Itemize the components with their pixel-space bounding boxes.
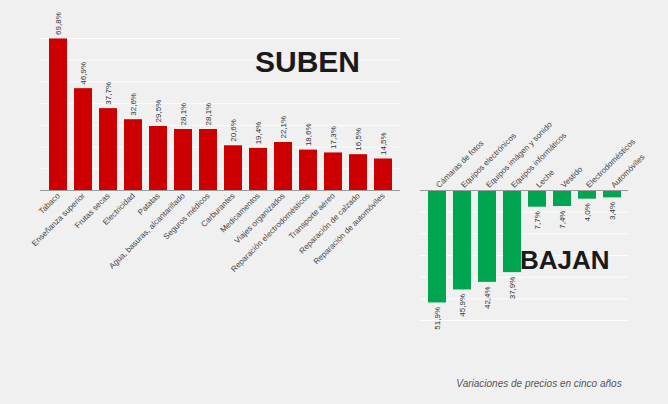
svg-text:7,4%: 7,4% xyxy=(558,211,567,229)
svg-text:28,1%: 28,1% xyxy=(204,103,213,126)
svg-text:Frutas secas: Frutas secas xyxy=(73,191,112,231)
svg-text:Viajes organizados: Viajes organizados xyxy=(232,191,287,246)
svg-text:Vestido: Vestido xyxy=(559,164,584,189)
svg-text:45,9%: 45,9% xyxy=(458,294,467,317)
svg-text:51,9%: 51,9% xyxy=(433,307,442,330)
html-text:Variaciones de precios en cinc: Variaciones de precios en cinco años xyxy=(456,378,622,389)
svg-text:Automóviles: Automóviles xyxy=(609,153,646,190)
svg-text:Agua, basuras, alcantarillado: Agua, basuras, alcantarillado xyxy=(107,191,187,271)
svg-text:Cámaras de fotos: Cámaras de fotos xyxy=(434,138,486,190)
svg-text:7,7%: 7,7% xyxy=(533,211,542,229)
svg-text:37,9%: 37,9% xyxy=(508,277,517,300)
svg-text:Carburantes: Carburantes xyxy=(199,191,237,229)
svg-text:Tabaco: Tabaco xyxy=(37,191,62,216)
svg-text:Reparación electrodomésticos: Reparación electrodomésticos xyxy=(229,191,312,274)
svg-text:Seguros médicos: Seguros médicos xyxy=(161,191,212,242)
svg-text:3,4%: 3,4% xyxy=(608,202,617,220)
svg-text:Reparación de automóviles: Reparación de automóviles xyxy=(312,191,387,266)
svg-text:Electricidad: Electricidad xyxy=(101,191,137,227)
svg-text:32,6%: 32,6% xyxy=(129,93,138,116)
svg-text:46,9%: 46,9% xyxy=(79,62,88,85)
svg-text:14,5%: 14,5% xyxy=(379,132,388,155)
svg-text:19,4%: 19,4% xyxy=(254,122,263,145)
svg-text:Medicamentos: Medicamentos xyxy=(218,191,262,235)
svg-text:Equipos imágen y sonido: Equipos imágen y sonido xyxy=(484,120,554,190)
svg-text:Leche: Leche xyxy=(534,168,556,190)
svg-text:69,8%: 69,8% xyxy=(54,12,63,35)
html-text:BAJAN: BAJAN xyxy=(520,245,610,275)
svg-text:18,6%: 18,6% xyxy=(304,123,313,146)
svg-text:Equipos informáticos: Equipos informáticos xyxy=(509,131,568,190)
svg-text:Reparación de calzado: Reparación de calzado xyxy=(297,191,362,256)
svg-text:29,5%: 29,5% xyxy=(154,100,163,123)
svg-text:20,6%: 20,6% xyxy=(229,119,238,142)
svg-text:28,1%: 28,1% xyxy=(179,103,188,126)
svg-text:Equipos electrónicos: Equipos electrónicos xyxy=(459,131,518,190)
svg-text:37,7%: 37,7% xyxy=(104,82,113,105)
svg-text:Electrodomésticos: Electrodomésticos xyxy=(584,137,637,190)
svg-text:17,3%: 17,3% xyxy=(329,126,338,149)
svg-text:42,4%: 42,4% xyxy=(483,286,492,309)
html-text:SUBEN: SUBEN xyxy=(255,45,360,78)
svg-text:22,1%: 22,1% xyxy=(279,116,288,139)
svg-text:16,5%: 16,5% xyxy=(354,128,363,151)
svg-text:4,0%: 4,0% xyxy=(583,203,592,221)
svg-text:Transporte aéreo: Transporte aéreo xyxy=(287,191,337,241)
svg-text:Enseñanza superior: Enseñanza superior xyxy=(30,191,87,248)
svg-text:Patatas: Patatas xyxy=(136,191,162,217)
